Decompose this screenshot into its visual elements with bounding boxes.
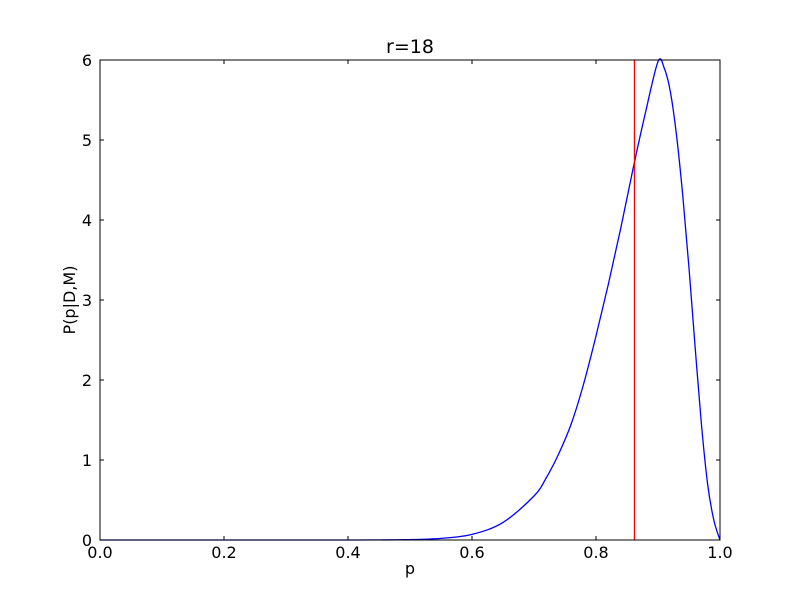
y-tick-label: 3: [82, 291, 92, 310]
y-tick-label: 1: [82, 451, 92, 470]
y-tick-label: 4: [82, 211, 92, 230]
x-tick-label: 0.0: [87, 543, 112, 562]
y-tick-label: 0: [82, 531, 92, 550]
y-tick-label: 2: [82, 371, 92, 390]
y-axis-label: P(p|D,M): [60, 266, 79, 335]
x-tick-label: 1.0: [707, 543, 732, 562]
x-tick-label: 0.8: [583, 543, 608, 562]
x-tick-label: 0.2: [211, 543, 236, 562]
plot-frame: [99, 59, 721, 541]
x-tick-label: 0.4: [335, 543, 360, 562]
chart-title: r=18: [386, 36, 434, 58]
density-curve: [99, 58, 721, 541]
x-axis-label: p: [405, 559, 415, 578]
y-tick-label: 5: [82, 131, 92, 150]
x-tick-label: 0.6: [459, 543, 484, 562]
y-tick-label: 6: [82, 51, 92, 70]
